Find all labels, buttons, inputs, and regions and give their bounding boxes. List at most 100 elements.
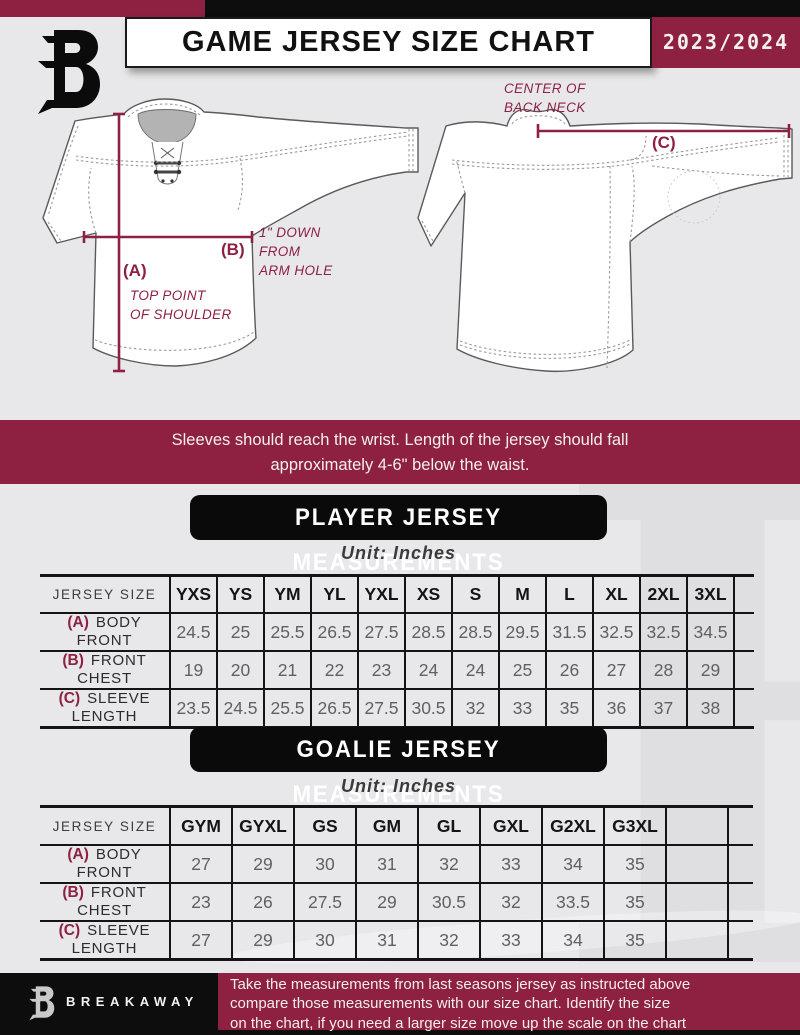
- size-col-header: YL: [310, 574, 358, 613]
- cell: 29: [355, 882, 418, 921]
- table-overhang: [727, 882, 753, 921]
- row-name: SLEEVE LENGTH: [71, 922, 151, 957]
- cell: 25.5: [263, 688, 311, 728]
- cell: 35: [603, 844, 666, 883]
- goalie-size-table: JERSEY SIZE GYM GYXL GS GM GL GXL G2XL G…: [40, 805, 753, 961]
- table-header-row: JERSEY SIZE YXS YS YM YL YXL XS S M L XL…: [40, 574, 754, 613]
- size-col-header: YM: [263, 574, 311, 613]
- cell: 24.5: [216, 688, 264, 728]
- size-col-header: G3XL: [603, 805, 666, 845]
- cell: 23: [169, 882, 232, 921]
- cell: 26: [231, 882, 294, 921]
- cell: 24: [404, 650, 452, 689]
- cell: 31: [355, 920, 418, 960]
- footer-instructions: Take the measurements from last seasons …: [218, 973, 800, 1032]
- top-maroon-band: [0, 0, 205, 17]
- cell: 30.5: [404, 688, 452, 728]
- note-line: OF SHOULDER: [130, 307, 232, 322]
- cell: 29: [231, 844, 294, 883]
- table-overhang: [733, 612, 754, 651]
- cell: 37: [639, 688, 687, 728]
- cell: 21: [263, 650, 311, 689]
- table-overhang: [733, 688, 754, 728]
- size-col-header: YS: [216, 574, 264, 613]
- cell: 32: [417, 844, 480, 883]
- player-section-title-text: PLAYER JERSEY MEASUREMENTS: [292, 504, 505, 576]
- footer-line: compare those measurements with our size…: [230, 995, 671, 1013]
- row-label: (C) SLEEVE LENGTH: [40, 688, 170, 728]
- row-label: (A) BODY FRONT: [40, 612, 170, 651]
- size-col-header: S: [451, 574, 499, 613]
- cell: 35: [603, 920, 666, 960]
- cell: 27.5: [293, 882, 356, 921]
- cell: 36: [592, 688, 640, 728]
- cell: 24: [451, 650, 499, 689]
- size-col-header: M: [498, 574, 546, 613]
- cell: 34: [541, 844, 604, 883]
- cell: 26: [545, 650, 593, 689]
- row-name: FRONT CHEST: [77, 652, 147, 687]
- measure-c-label: (C): [652, 133, 676, 152]
- cell: 28.5: [451, 612, 499, 651]
- cell: 32.5: [639, 612, 687, 651]
- cell: 25.5: [263, 612, 311, 651]
- cell: 23: [357, 650, 405, 689]
- center-back-neck-note: CENTER OF BACK NECK: [504, 79, 586, 117]
- size-col-header: 2XL: [639, 574, 687, 613]
- cell: 33: [498, 688, 546, 728]
- row-label: (C) SLEEVE LENGTH: [40, 920, 170, 960]
- footer-line: on the chart, if you need a larger size …: [230, 1014, 687, 1032]
- cell: 33.5: [541, 882, 604, 921]
- cell: 32: [417, 920, 480, 960]
- player-section-title: PLAYER JERSEY MEASUREMENTS: [190, 495, 607, 576]
- brand-wordmark: BREAKAWAY: [66, 994, 199, 1009]
- cell: 32.5: [592, 612, 640, 651]
- row-name: BODY FRONT: [76, 846, 142, 881]
- row-key: (B): [62, 884, 84, 901]
- cell: 32: [479, 882, 542, 921]
- size-col-header: YXL: [357, 574, 405, 613]
- measure-a-label: (A): [123, 261, 147, 280]
- cell: 29.5: [498, 612, 546, 651]
- cell: 31: [355, 844, 418, 883]
- cell: 25: [498, 650, 546, 689]
- jersey-back-diagram: [417, 108, 793, 373]
- row-key: (C): [58, 690, 81, 707]
- size-col-header: GM: [355, 805, 418, 845]
- row-label: (B) FRONT CHEST: [40, 650, 170, 689]
- size-col-header: [665, 805, 728, 845]
- cell: 33: [479, 844, 542, 883]
- note-line: BACK NECK: [504, 100, 586, 115]
- cell: 26.5: [310, 612, 358, 651]
- table-overhang: [727, 805, 753, 845]
- size-col-header: GYXL: [231, 805, 294, 845]
- cell: 28.5: [404, 612, 452, 651]
- cell: 28: [639, 650, 687, 689]
- fit-instruction-banner: Sleeves should reach the wrist. Length o…: [0, 420, 800, 484]
- table-header-row: JERSEY SIZE GYM GYXL GS GM GL GXL G2XL G…: [40, 805, 753, 845]
- row-name: BODY FRONT: [76, 614, 142, 649]
- size-col-header: L: [545, 574, 593, 613]
- goalie-section-title: GOALIE JERSEY MEASUREMENTS: [190, 727, 607, 808]
- breakaway-footer-logo-icon: [29, 986, 55, 1021]
- table-overhang: [727, 920, 753, 960]
- table-overhang: [733, 574, 754, 613]
- player-unit-label: Unit: Inches: [340, 543, 456, 563]
- cell: [665, 882, 728, 921]
- note-line: 1" DOWN: [259, 225, 321, 240]
- cell: 34.5: [686, 612, 734, 651]
- cell: 24.5: [169, 612, 217, 651]
- cell: 27.5: [357, 688, 405, 728]
- note-line: ARM HOLE: [259, 263, 333, 278]
- cell: 27: [169, 920, 232, 960]
- cell: 35: [545, 688, 593, 728]
- cell: 23.5: [169, 688, 217, 728]
- cell: 29: [686, 650, 734, 689]
- size-col-header: G2XL: [541, 805, 604, 845]
- banner-line: approximately 4-6" below the waist.: [270, 456, 530, 474]
- cell: 25: [216, 612, 264, 651]
- size-col-header: XL: [592, 574, 640, 613]
- row-label: (B) FRONT CHEST: [40, 882, 170, 921]
- note-line: TOP POINT: [130, 288, 206, 303]
